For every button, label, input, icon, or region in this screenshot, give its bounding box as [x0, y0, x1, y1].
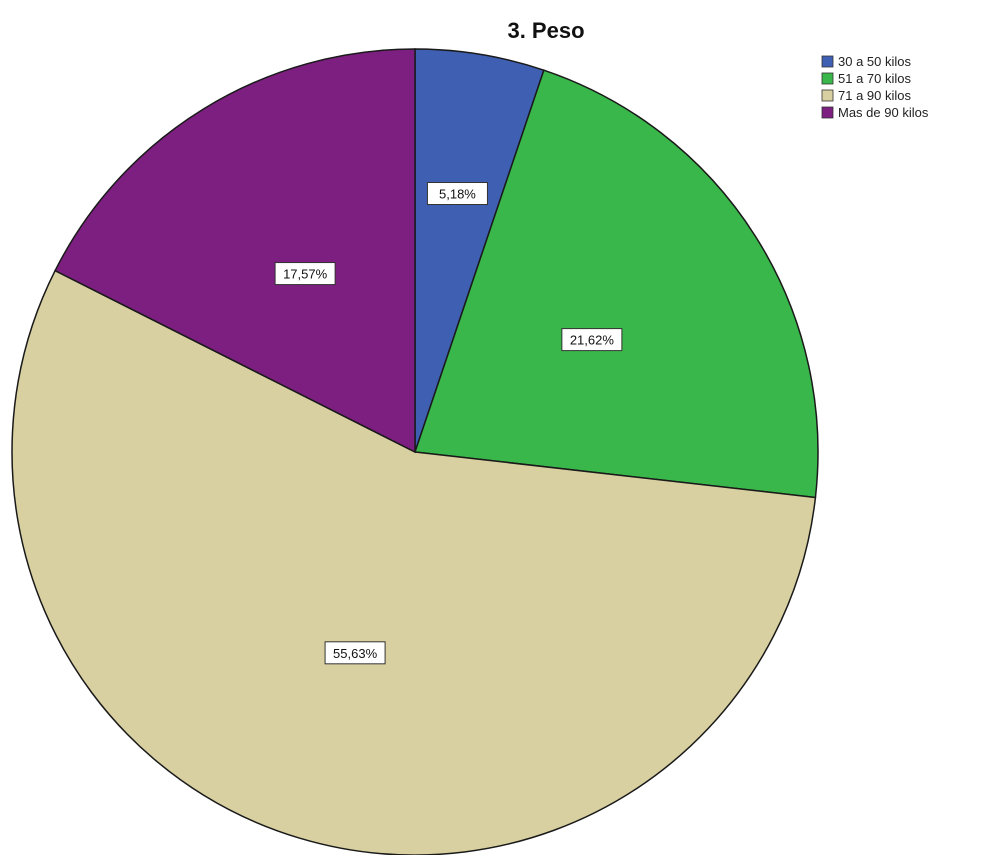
data-label-30-a-50-kilos: 5,18% [426, 182, 488, 206]
legend-label: Mas de 90 kilos [838, 105, 929, 120]
legend-item-30-a-50-kilos: 30 a 50 kilos [821, 54, 911, 69]
legend-swatch [821, 55, 834, 68]
data-label-box [426, 182, 488, 206]
legend-item-mas-de-90-kilos: Mas de 90 kilos [821, 105, 929, 120]
pie-slice-mas-de-90-kilos [54, 48, 416, 454]
pie-data-labels: 5,18% 21,62% 55,63% 17,57% [274, 182, 623, 665]
data-label-text: 21,62% [570, 333, 615, 348]
legend-swatch [821, 106, 834, 119]
data-label-box [561, 328, 623, 352]
legend-label: 71 a 90 kilos [838, 88, 911, 103]
legend-swatch [821, 89, 834, 102]
data-label-text: 5,18% [439, 187, 476, 202]
data-label-box [324, 641, 386, 665]
pie-slices [11, 48, 819, 856]
chart-title: 3. Peso [507, 18, 584, 43]
data-label-51-a-70-kilos: 21,62% [561, 328, 623, 352]
pie-slice-51-a-70-kilos [413, 69, 819, 499]
pie-slice-71-a-90-kilos [11, 269, 817, 856]
legend-label: 30 a 50 kilos [838, 54, 911, 69]
data-label-text: 17,57% [283, 267, 328, 282]
data-label-box [274, 262, 336, 286]
data-label-71-a-90-kilos: 55,63% [324, 641, 386, 665]
legend-swatch [821, 72, 834, 85]
legend-label: 51 a 70 kilos [838, 71, 911, 86]
legend-item-71-a-90-kilos: 71 a 90 kilos [821, 88, 911, 103]
data-label-text: 55,63% [333, 646, 378, 661]
data-label-mas-de-90-kilos: 17,57% [274, 262, 336, 286]
chart-legend: 30 a 50 kilos 51 a 70 kilos 71 a 90 kilos M… [821, 54, 929, 120]
legend-item-51-a-70-kilos: 51 a 70 kilos [821, 71, 911, 86]
